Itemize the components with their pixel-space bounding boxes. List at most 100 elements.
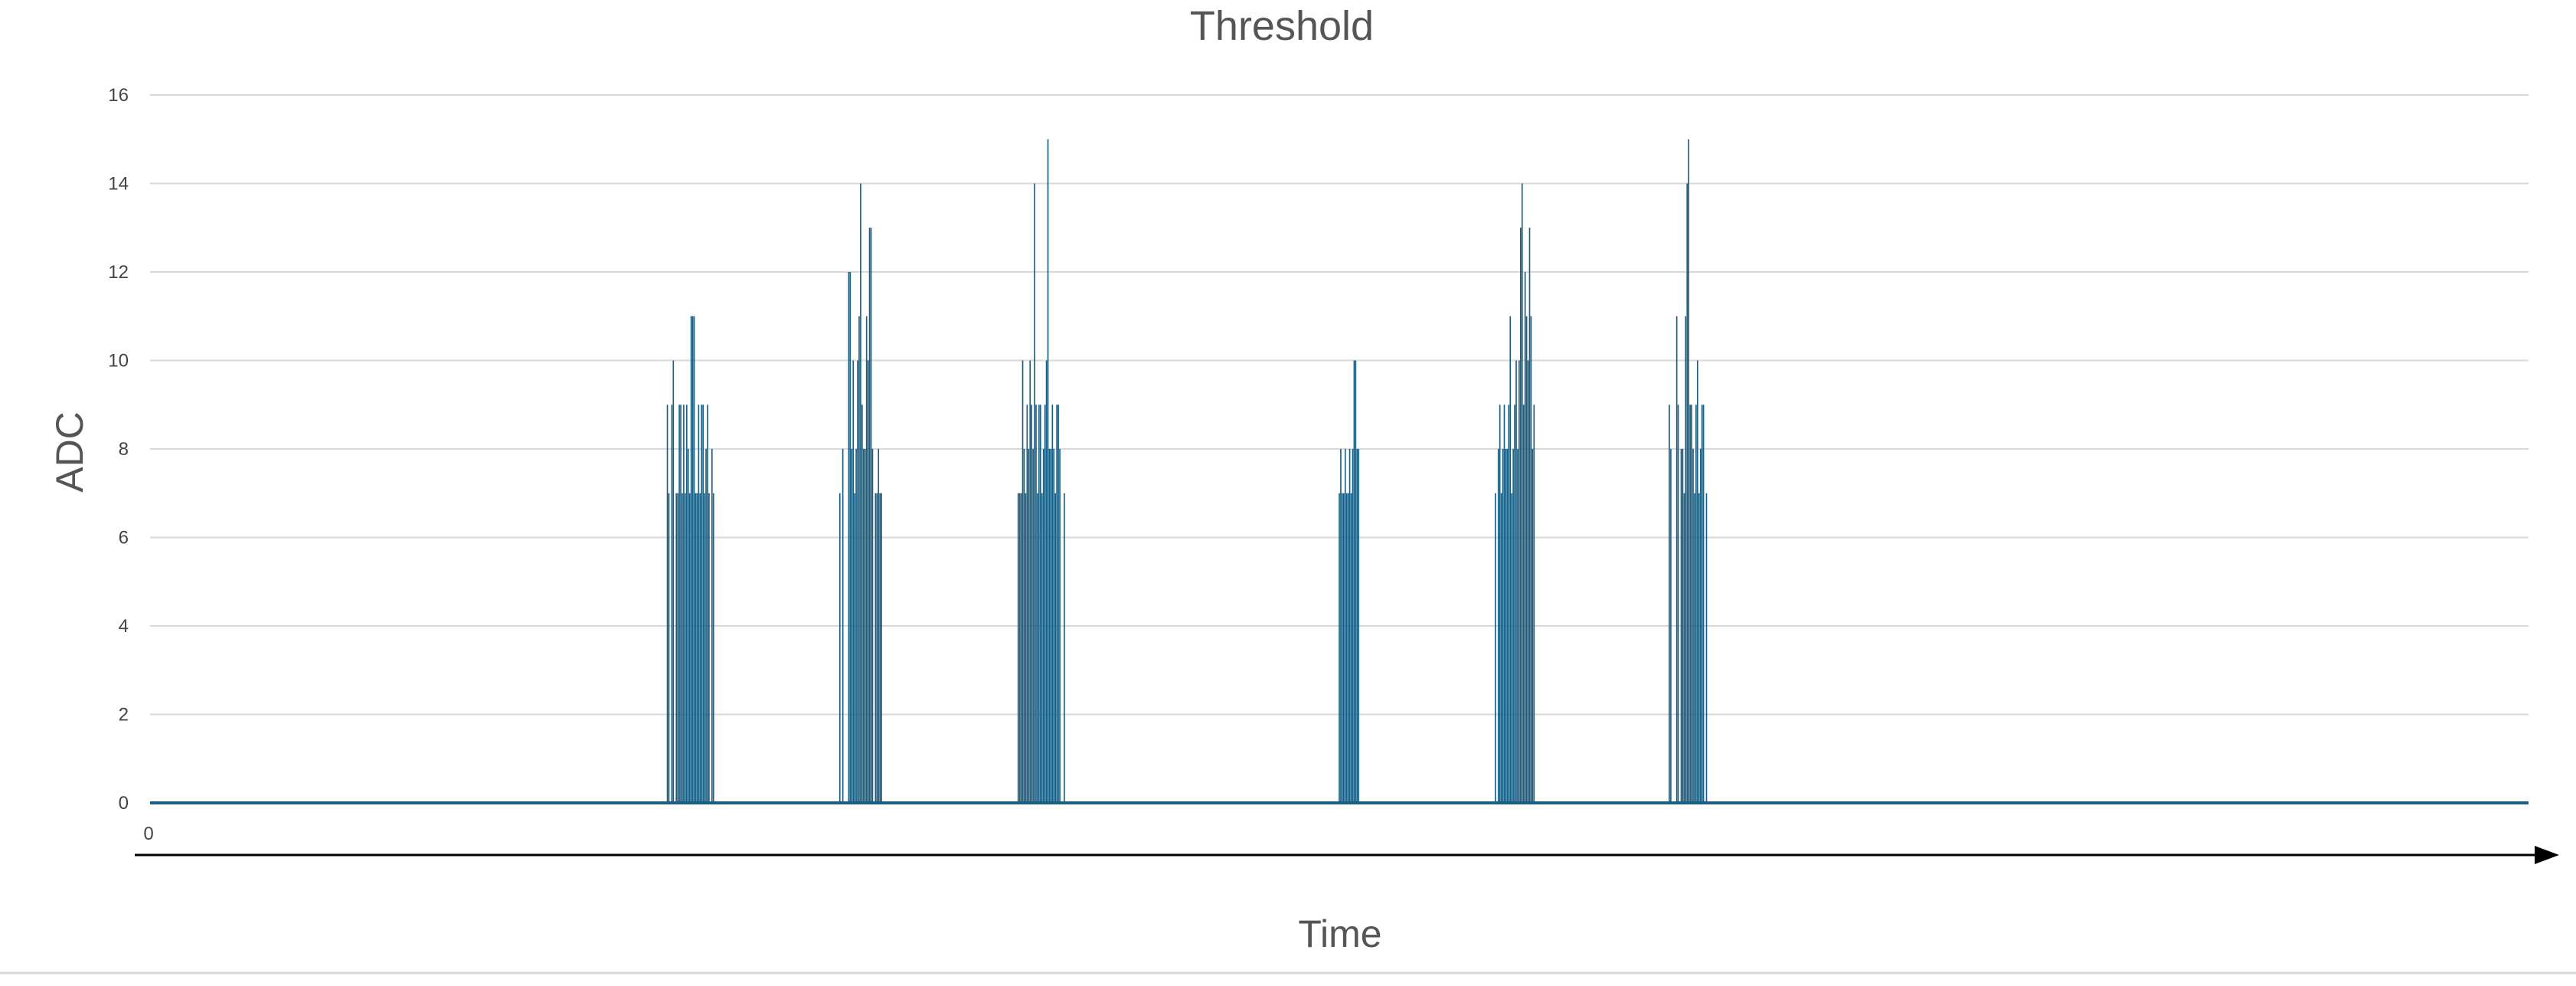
data-bar (1695, 405, 1697, 803)
data-bar (1517, 449, 1518, 803)
data-bar (1022, 360, 1024, 803)
data-bar (861, 405, 863, 803)
data-bar (855, 449, 857, 803)
data-bar (1350, 493, 1352, 803)
y-tick-label: 8 (119, 439, 129, 460)
data-bar (701, 405, 703, 803)
data-bar (1050, 449, 1052, 803)
data-series (150, 139, 2529, 804)
data-bar (1342, 493, 1345, 803)
data-bar (1502, 449, 1504, 803)
data-bar (1697, 360, 1698, 803)
data-bar (675, 493, 678, 803)
data-bar (842, 449, 844, 803)
data-bar (870, 228, 872, 803)
data-bar (1698, 493, 1700, 803)
data-bar (1509, 316, 1512, 803)
data-bar (1056, 405, 1058, 803)
data-bar (864, 449, 866, 803)
x-axis-ticks: 0 (143, 824, 153, 844)
data-bar (1339, 493, 1340, 803)
data-bar (1701, 405, 1703, 803)
data-bar (865, 316, 868, 803)
data-bar (1505, 449, 1507, 803)
data-bar (680, 405, 682, 803)
y-tick-label: 4 (119, 616, 129, 637)
data-bar (1048, 449, 1051, 803)
data-bar (1511, 493, 1513, 803)
data-bar (1059, 449, 1061, 803)
data-bar (1356, 449, 1358, 803)
data-bar (1053, 449, 1055, 803)
data-bar (693, 316, 695, 803)
x-tick-label: 0 (143, 824, 153, 844)
data-bar (1058, 405, 1059, 803)
data-bar (1503, 405, 1505, 803)
data-bar (1038, 405, 1040, 803)
data-bar (1692, 449, 1694, 803)
data-bar (1026, 405, 1028, 803)
data-bar (867, 360, 869, 803)
data-bar (1045, 360, 1048, 803)
data-bar (1530, 316, 1532, 803)
data-bar (1028, 449, 1030, 803)
y-tick-label: 0 (119, 793, 129, 814)
data-bar (702, 405, 704, 803)
data-bar (1508, 405, 1510, 803)
data-bar (862, 449, 865, 803)
data-bar (1525, 316, 1528, 803)
data-bar (1512, 449, 1514, 803)
data-bar (1031, 405, 1032, 803)
data-bar (839, 493, 841, 803)
data-bar (1685, 316, 1687, 803)
y-axis-ticks: 0 2 4 6 8 10 12 14 16 (108, 85, 129, 814)
y-axis-label: ADC (48, 411, 91, 493)
data-bar (1532, 449, 1534, 803)
data-bar (696, 493, 698, 803)
data-bar (851, 449, 853, 803)
data-bar (677, 493, 678, 803)
data-bar (1514, 405, 1515, 803)
data-bar (1686, 183, 1688, 803)
data-bar (1521, 183, 1523, 803)
data-bar (1020, 493, 1022, 803)
data-bar (1039, 405, 1041, 803)
data-bar (705, 449, 707, 803)
y-tick-label: 2 (119, 705, 129, 726)
y-tick-label: 10 (108, 351, 129, 372)
data-bar (1018, 493, 1021, 803)
y-tick-label: 6 (119, 528, 129, 549)
chart-title: Threshold (1190, 3, 1374, 49)
data-bar (1064, 493, 1065, 803)
data-bar (698, 405, 700, 803)
data-bar (1355, 360, 1357, 803)
data-bar (1677, 405, 1679, 803)
data-bar (1497, 449, 1499, 803)
data-bar (1041, 493, 1043, 803)
data-bar (858, 316, 860, 803)
data-bar (1054, 493, 1057, 803)
data-bar (1515, 360, 1517, 803)
data-bar (1520, 228, 1522, 803)
data-bar (682, 493, 683, 803)
data-bar (1032, 449, 1034, 803)
data-bar (874, 493, 877, 803)
data-bar (1037, 493, 1038, 803)
data-bar (1680, 449, 1682, 803)
data-bar (712, 493, 714, 803)
data-bar (1702, 405, 1705, 803)
data-bar (1683, 493, 1685, 803)
data-bar (1499, 405, 1501, 803)
data-bar (1705, 493, 1708, 803)
data-bar (1047, 139, 1049, 803)
data-bar (699, 493, 701, 803)
data-bar (1044, 405, 1046, 803)
data-bar (1042, 449, 1044, 803)
data-bar (1682, 449, 1684, 803)
data-bar (685, 405, 688, 803)
x-axis-label: Time (1298, 912, 1381, 955)
data-bar (1518, 360, 1520, 803)
data-bar (852, 360, 855, 803)
data-bar (1348, 449, 1351, 803)
